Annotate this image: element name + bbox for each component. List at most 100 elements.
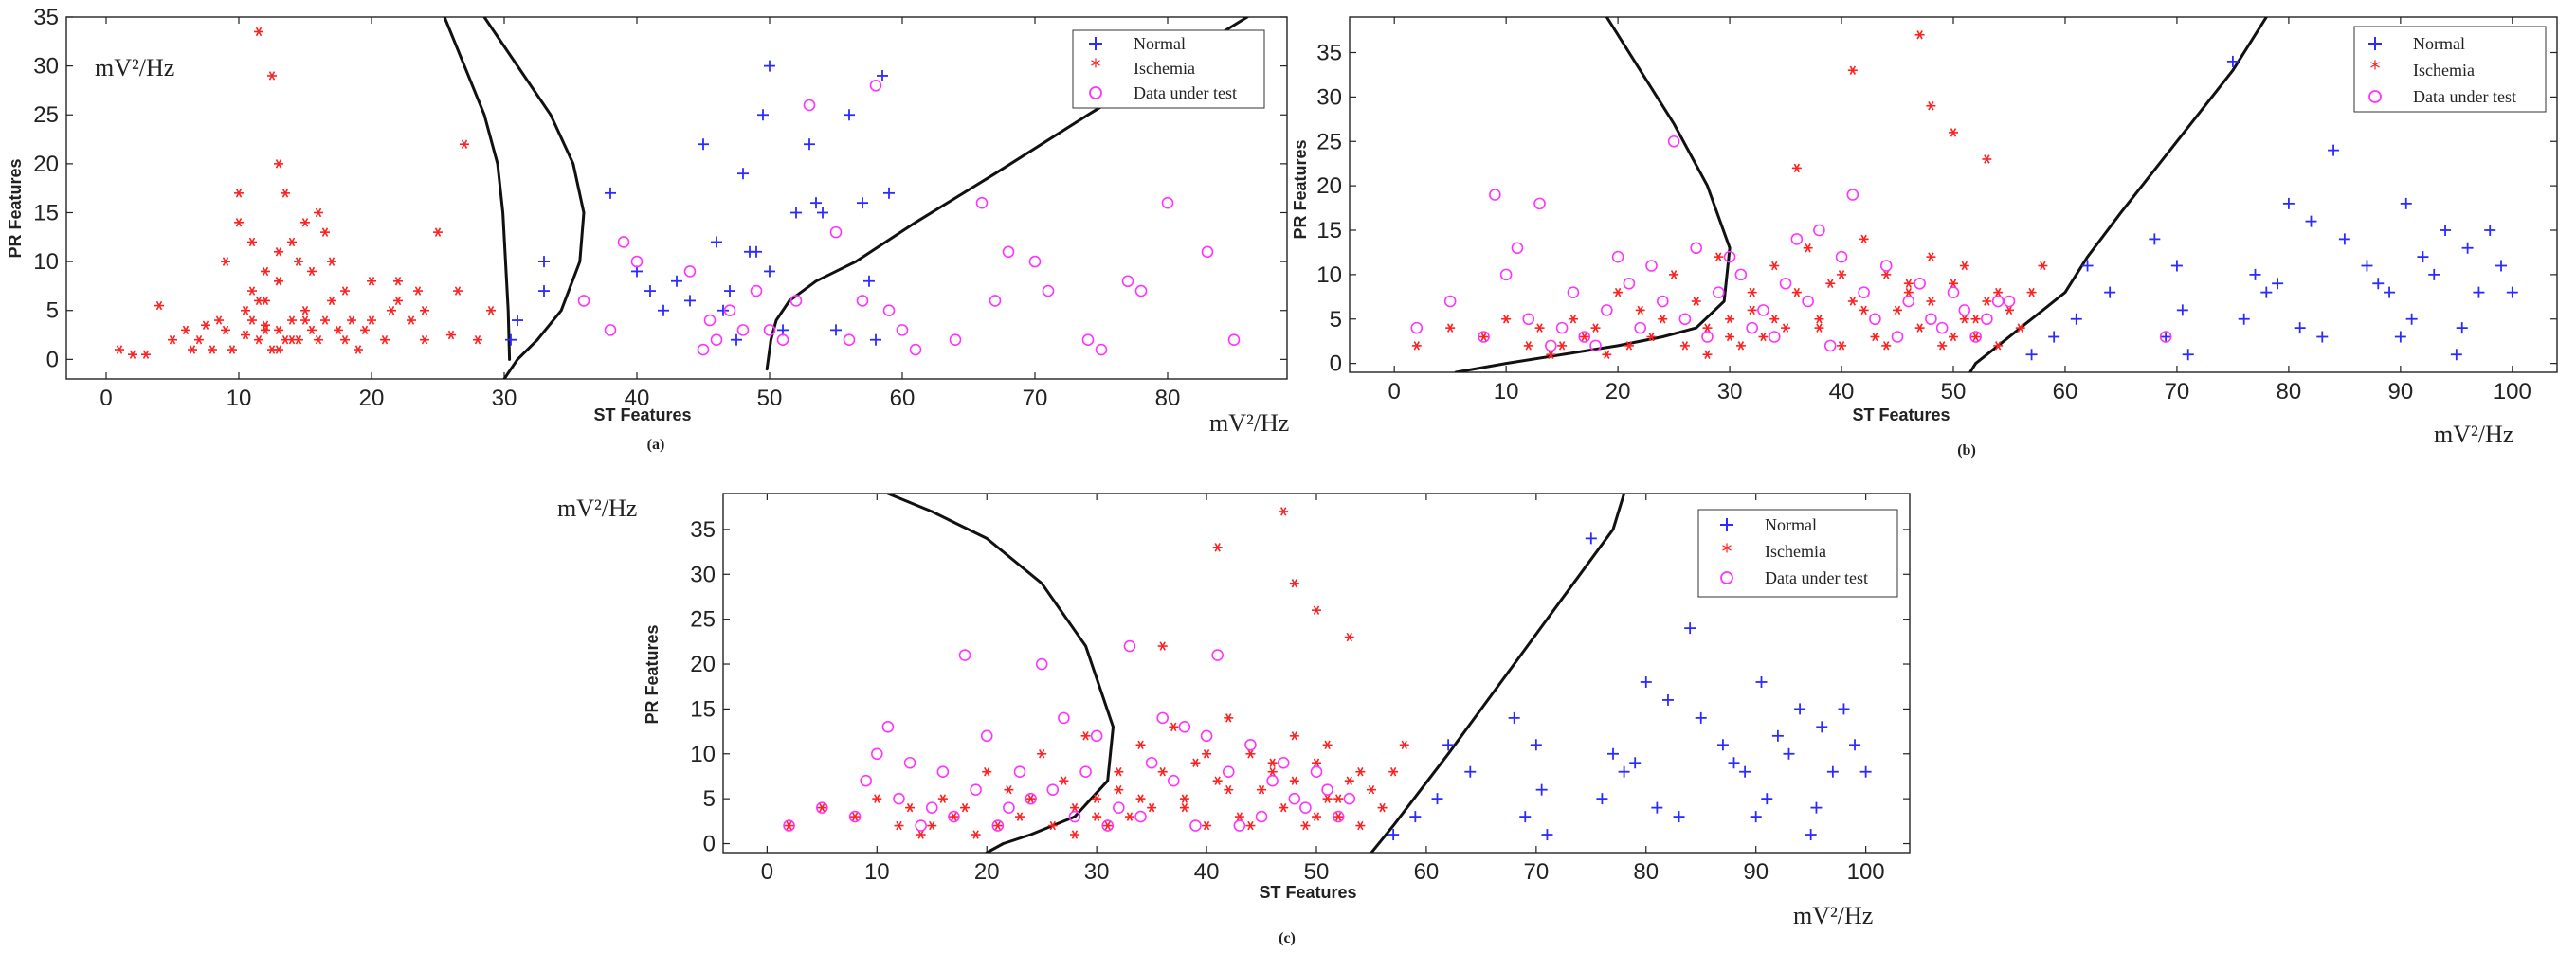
normal-point: [1716, 739, 1729, 751]
panel-c-unit-label-y: mV²/Hz: [557, 494, 637, 522]
ischemia-point: [420, 334, 429, 345]
panel-a: 0 10 20 30 40 50 60 70 80 0 5 10 15 20 25 30 35 mV²/Hz m…: [6, 5, 1289, 453]
test-point: [869, 79, 882, 92]
ischemia-point: [1202, 749, 1212, 759]
normal-point: [2238, 313, 2250, 325]
ischemia-point: [1322, 740, 1333, 750]
ischemia-point: [1568, 315, 1578, 324]
y-tick-label: 0: [703, 832, 716, 857]
ischemia-point: [1993, 341, 2004, 351]
y-tick-label: 30: [1316, 84, 1342, 110]
ischemia-point: [2038, 261, 2048, 271]
ischemia-point: [1791, 163, 1802, 173]
ischemia-point: [254, 27, 263, 37]
ischemia-point: [261, 266, 270, 277]
ischemia-point: [1658, 315, 1668, 324]
ischemia-point: [1803, 243, 1813, 253]
ischemia-point: [1114, 784, 1124, 795]
x-tick-label: 40: [625, 386, 650, 411]
normal-point: [764, 265, 775, 278]
test-point: [1589, 339, 1602, 352]
ischemia-point: [1669, 270, 1679, 279]
ischemia-point: [927, 820, 937, 831]
normal-point: [505, 333, 517, 346]
panel-c-legend-ischemia: Ischemia: [1765, 542, 1826, 561]
normal-point: [2149, 233, 2161, 245]
normal-point: [1728, 757, 1740, 769]
test-point: [1134, 810, 1147, 823]
test-point: [1879, 260, 1893, 272]
test-point: [1533, 197, 1546, 210]
ischemia-point: [1147, 802, 1157, 813]
ischemia-point: [1312, 605, 1321, 615]
ischemia-point: [1355, 820, 1366, 831]
normal-point: [1794, 703, 1806, 715]
test-point: [617, 236, 630, 248]
test-point: [1802, 295, 1814, 308]
panel-a-legend-test: Data under test: [1134, 83, 1237, 102]
ischemia-point: [1926, 297, 1936, 306]
ischemia-point: [872, 794, 882, 803]
panel-b-xlabel: ST Features: [1852, 405, 1950, 424]
test-point: [1200, 729, 1213, 743]
x-tick-label: 100: [1847, 859, 1885, 885]
normal-point: [2394, 331, 2406, 343]
ischemia-point: [1725, 332, 1735, 342]
test-point: [903, 756, 916, 769]
ischemia-point: [1691, 297, 1701, 306]
ischemia-point: [1124, 812, 1134, 821]
test-point: [1332, 810, 1345, 823]
y-tick-label: 25: [690, 607, 716, 633]
ischemia-point: [194, 334, 204, 345]
ischemia-point: [971, 830, 981, 839]
normal-point: [684, 295, 696, 307]
test-point: [1478, 331, 1490, 343]
ischemia-point: [1881, 270, 1892, 279]
test-point: [1634, 321, 1647, 334]
ischemia-point: [1377, 802, 1388, 813]
ischemia-point: [1333, 794, 1344, 803]
ischemia-point: [1613, 287, 1624, 297]
test-point: [975, 196, 989, 209]
ischemia-point: [1059, 776, 1069, 785]
normal-point: [2484, 225, 2496, 236]
ischemia-point: [1903, 279, 1914, 288]
panel-a-plot-area: 0 10 20 30 40 50 60 70 80 0 5 10 15 20 25 30 35: [33, 5, 1288, 411]
ischemia-point: [201, 320, 210, 330]
normal-point: [2440, 225, 2452, 236]
normal-point: [751, 245, 762, 258]
ischemia-point: [460, 139, 469, 149]
ischemia-point: [1224, 784, 1234, 795]
normal-point: [2272, 278, 2284, 290]
ischemia-point: [1725, 315, 1735, 324]
normal-point: [1596, 793, 1608, 805]
test-point: [1003, 801, 1015, 814]
ischemia-point: [254, 334, 263, 345]
test-point: [1079, 765, 1092, 779]
ischemia-point: [327, 257, 336, 266]
normal-point: [1388, 829, 1400, 841]
panel-a-unit-label-y: mV²/Hz: [95, 54, 174, 81]
panel-a-legend-normal: Normal: [1134, 34, 1186, 53]
decision-boundary: [1370, 494, 1626, 853]
ischemia-point: [1025, 794, 1036, 803]
ischemia-point: [1702, 323, 1713, 333]
normal-point: [1530, 739, 1542, 751]
test-point: [1690, 242, 1702, 255]
test-point: [860, 774, 873, 787]
panel-b-legend-box: [2353, 26, 2547, 113]
x-tick-label: 40: [1194, 859, 1220, 885]
ischemia-point: [1847, 297, 1858, 306]
ischemia-point: [300, 218, 310, 227]
test-point: [1244, 738, 1257, 751]
ischemia-point: [1714, 252, 1724, 261]
ischemia-point: [1267, 766, 1278, 777]
test-point: [1611, 250, 1624, 263]
test-point: [1189, 819, 1202, 832]
normal-point: [2226, 55, 2239, 67]
ischemia-point: [247, 315, 257, 325]
ischemia-point: [1837, 341, 1847, 351]
y-tick-label: 0: [1330, 351, 1342, 377]
ischemia-point: [1344, 776, 1354, 785]
